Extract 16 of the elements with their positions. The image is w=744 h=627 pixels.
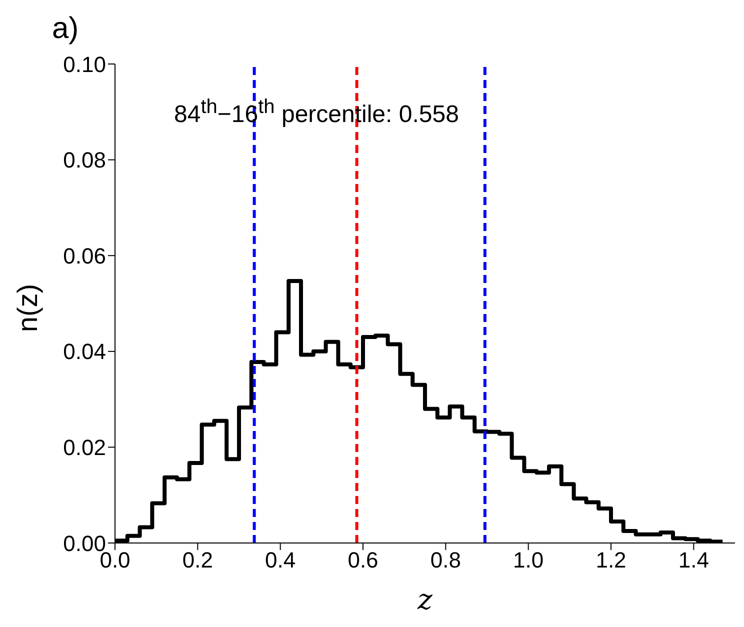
y-axis-title: n(z): [12, 284, 44, 332]
y-tick-label: 0.02: [63, 435, 106, 460]
x-tick-label: 0.8: [430, 548, 461, 573]
y-tick-label: 0.10: [63, 52, 106, 77]
y-tick-label: 0.04: [63, 339, 106, 364]
x-tick-label: 0.6: [348, 548, 378, 573]
x-tick-label: 0.4: [265, 548, 296, 573]
x-tick-label: 1.4: [678, 548, 709, 573]
y-tick-label: 0.08: [63, 148, 106, 173]
chart-title: a): [52, 12, 79, 46]
x-tick-label: 1.2: [596, 548, 626, 573]
annotation: 84$^{th}$−16$^{th}$ percentile: 0.558: [174, 96, 459, 129]
x-tick-label: 0.2: [182, 548, 213, 573]
y-tick-label: 0.06: [63, 243, 106, 268]
x-axis-title: z: [416, 583, 434, 616]
x-tick-label: 1.0: [513, 548, 544, 573]
